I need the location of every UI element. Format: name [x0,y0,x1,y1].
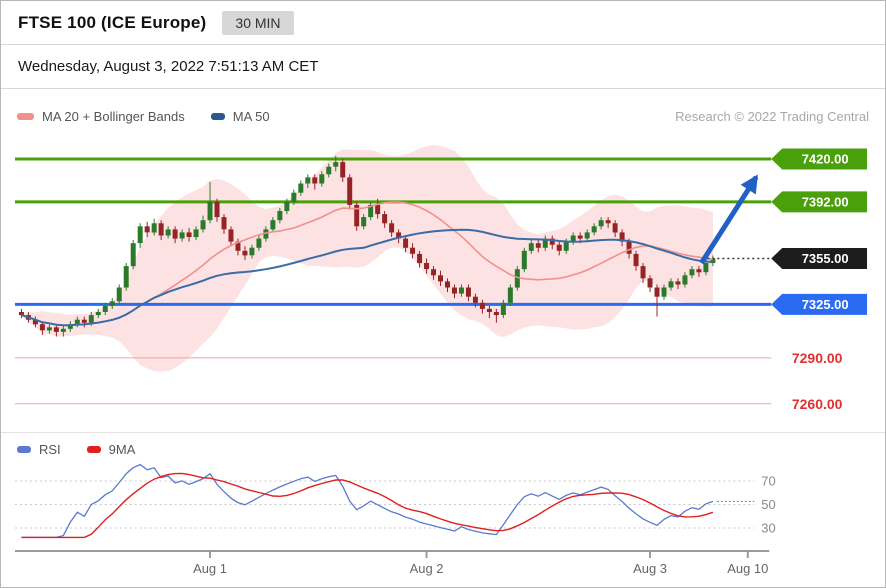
price-level-badge [771,293,868,315]
price-level-badge-label: 7325.00 [802,297,849,312]
price-level-badge-label: 7420.00 [802,151,849,166]
rsi-ma-line [21,472,714,539]
datetime-row: Wednesday, August 3, 2022 7:51:13 AM CET [1,45,885,89]
ma50-line [21,228,714,327]
price-chart-panel: MA 20 + Bollinger Bands MA 50 Research ©… [1,89,885,432]
rsi-chart: 70 50 30 Aug 1 Aug 2 Aug 3 Aug 10 [14,463,776,576]
candlestick-chart: 7420.00 7392.00 7355.00 7325.00 7290.00 7260.… [14,145,868,412]
time-axis-tick-label: Aug 3 [633,561,667,576]
price-level-badge [771,148,868,170]
price-level-badge [771,247,868,269]
rsi-axis-label: 30 [761,520,775,535]
price-level-badge [771,191,868,213]
time-axis-tick-label: Aug 2 [410,561,444,576]
time-axis-tick-label: Aug 1 [193,561,227,576]
downside-level-label: 7290.00 [792,350,843,366]
header: FTSE 100 (ICE Europe) 30 MIN [1,1,885,45]
instrument-title: FTSE 100 (ICE Europe) [18,12,207,32]
projection-arrow [699,174,759,265]
price-level-badge-label: 7392.00 [802,194,849,209]
rsi-axis-label: 50 [761,497,775,512]
chart-datetime: Wednesday, August 3, 2022 7:51:13 AM CET [18,58,319,75]
rsi-panel: RSI 9MA 70 50 30 Aug 1 Aug 2 Aug 3 Aug 10 [1,432,885,587]
timeframe-badge: 30 MIN [222,10,294,35]
price-level-badge-label: 7355.00 [802,251,849,266]
candles [18,155,716,337]
rsi-line [21,463,714,539]
downside-level-label: 7260.00 [792,396,843,412]
time-axis-tick-label: Aug 10 [727,561,768,576]
rsi-axis-label: 70 [761,473,775,488]
